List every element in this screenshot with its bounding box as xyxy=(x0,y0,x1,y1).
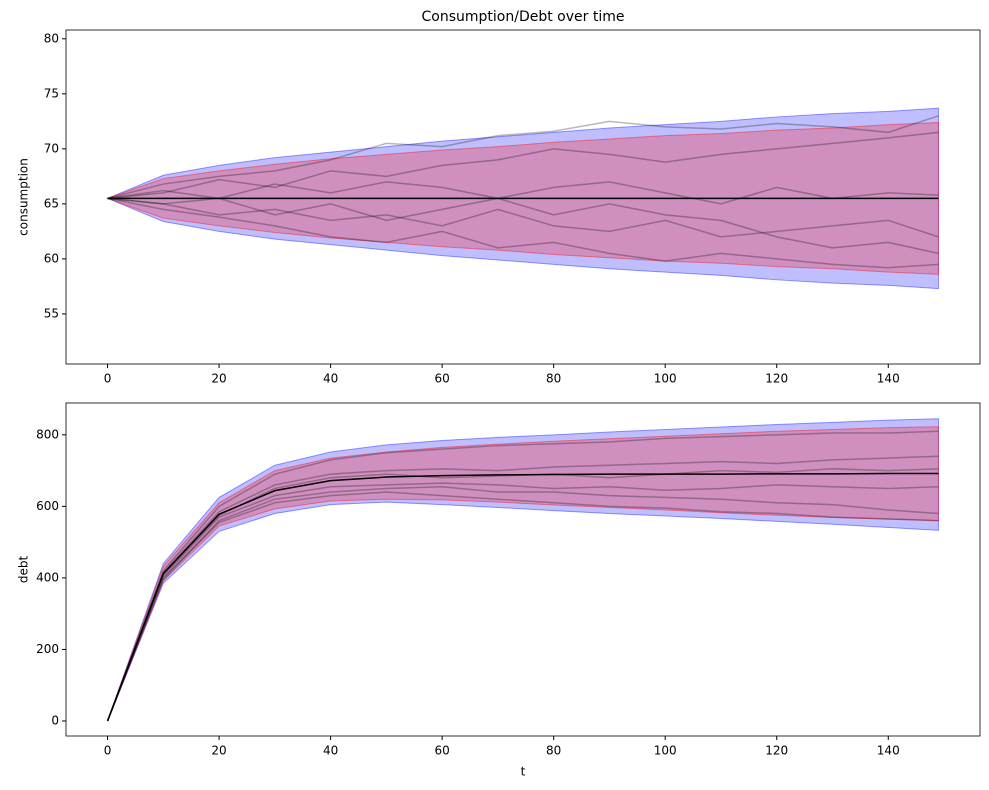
band xyxy=(107,418,939,722)
x-tick-label: 40 xyxy=(323,744,338,758)
x-tick-label: 20 xyxy=(211,372,226,386)
y-tick-label: 600 xyxy=(36,499,59,513)
x-tick-label: 100 xyxy=(654,372,677,386)
series-line xyxy=(107,131,939,200)
series-line xyxy=(107,115,939,200)
y-axis-label: consumption xyxy=(17,158,31,236)
x-tick-label: 80 xyxy=(546,372,561,386)
x-tick-label: 40 xyxy=(323,372,338,386)
chart-title: Consumption/Debt over time xyxy=(422,9,625,25)
series-line xyxy=(107,197,939,255)
y-tick-label: 65 xyxy=(44,196,59,210)
x-tick-label: 140 xyxy=(877,744,900,758)
x-tick-label: 120 xyxy=(765,372,788,386)
series-line xyxy=(106,430,939,722)
series-line xyxy=(107,197,939,238)
series-line xyxy=(106,482,939,722)
y-tick-label: 80 xyxy=(44,31,59,45)
series-line xyxy=(106,485,939,722)
series-line xyxy=(106,455,939,722)
y-tick-label: 0 xyxy=(51,713,59,727)
x-tick-label: 100 xyxy=(654,744,677,758)
y-tick-label: 60 xyxy=(44,251,59,265)
band xyxy=(107,426,939,722)
x-tick-label: 0 xyxy=(104,372,112,386)
y-tick-label: 70 xyxy=(44,141,59,155)
x-tick-label: 80 xyxy=(546,744,561,758)
axes-frame xyxy=(65,402,981,737)
x-tick-label: 60 xyxy=(434,372,449,386)
x-tick-label: 140 xyxy=(877,372,900,386)
axes-frame xyxy=(65,29,981,365)
y-tick-label: 800 xyxy=(36,427,59,441)
x-tick-label: 120 xyxy=(765,744,788,758)
y-tick-label: 55 xyxy=(44,306,59,320)
y-axis-label: debt xyxy=(17,556,31,584)
y-tick-label: 200 xyxy=(36,642,59,656)
x-tick-label: 0 xyxy=(104,744,112,758)
y-tick-label: 75 xyxy=(44,86,59,100)
series-line xyxy=(106,491,939,722)
x-axis-label: t xyxy=(521,765,526,779)
series-line xyxy=(106,472,939,722)
x-tick-label: 20 xyxy=(211,744,226,758)
x-tick-label: 60 xyxy=(434,744,449,758)
series-line xyxy=(107,197,939,269)
series-line xyxy=(107,181,939,205)
y-tick-label: 400 xyxy=(36,570,59,584)
